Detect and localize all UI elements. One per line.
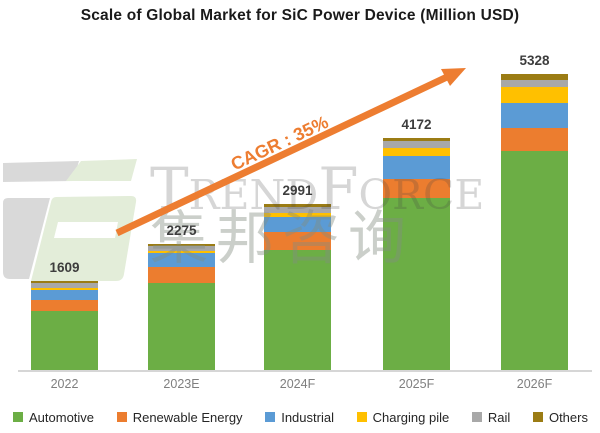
legend-swatch-icon [265, 412, 276, 422]
segment-2023E-rail [148, 245, 215, 251]
segment-2022-renewable-energy [31, 300, 98, 311]
segment-2026F-charging-pile [501, 86, 568, 103]
total-label-2024F: 2991 [282, 182, 313, 198]
chart-title: Scale of Global Market for SiC Power Dev… [80, 7, 520, 24]
legend-item-rail: Rail [471, 409, 511, 425]
bar-2023E [148, 243, 215, 370]
legend-label: Rail [487, 409, 511, 425]
legend: Automotive Renewable Energy Industrial Char… [13, 408, 588, 426]
total-label-2026F: 5328 [519, 53, 550, 68]
trendforce-chinese-watermark: 集邦咨询 [150, 206, 415, 271]
segment-2026F-renewable-energy [501, 127, 568, 151]
segment-2023E-renewable-energy [148, 267, 215, 283]
segment-2026F-others [501, 74, 568, 80]
legend-swatch-icon [532, 412, 543, 422]
total-label-2022: 1609 [49, 259, 80, 275]
segment-2023E-others [148, 243, 215, 246]
legend-label: Industrial [281, 409, 334, 425]
segment-2024F-renewable-energy [264, 231, 331, 251]
bar-2026F [501, 74, 568, 370]
legend-label: Others [548, 409, 588, 425]
x-axis-label-2023E: 2023E [163, 377, 200, 391]
bar-2022 [31, 280, 98, 370]
segment-2023E-automotive [148, 282, 215, 370]
legend-swatch-icon [471, 412, 482, 422]
legend-item-industrial: Industrial [265, 410, 334, 425]
segment-2026F-automotive [501, 150, 568, 370]
segment-2023E-charging-pile [148, 250, 215, 254]
total-label-2025F: 4172 [401, 117, 432, 133]
segment-2022-others [31, 280, 98, 284]
legend-item-automotive: Automotive [13, 410, 94, 425]
x-axis-label-2024F: 2024F [279, 377, 316, 391]
segment-2024F-automotive [264, 250, 331, 370]
legend-item-others: Others [532, 409, 588, 425]
x-axis-label-2022: 2022 [50, 377, 79, 391]
legend-item-charging-pile: Charging pile [356, 409, 450, 425]
logo-gray-shape [3, 161, 79, 279]
segment-2023E-industrial [148, 253, 215, 267]
legend-swatch-icon [356, 412, 367, 422]
legend-item-renewable-energy: Renewable Energy [116, 409, 243, 425]
legend-swatch-icon [116, 412, 127, 422]
segment-2022-charging-pile [31, 287, 98, 290]
total-label-2023E: 2275 [166, 222, 197, 238]
segment-2022-rail [31, 283, 98, 288]
x-axis-label-2025F: 2025F [398, 377, 435, 391]
legend-label: Charging pile [372, 409, 450, 425]
segment-2025F-rail [383, 140, 450, 148]
plot-area [31, 74, 568, 370]
x-axis-label-2026F: 2026F [516, 377, 553, 391]
legend-label: Automotive [29, 409, 95, 425]
legend-label: Renewable Energy [132, 409, 243, 425]
segment-2022-industrial [31, 289, 98, 301]
segment-2026F-rail [501, 79, 568, 87]
segment-2026F-industrial [501, 102, 568, 128]
x-axis-line [18, 370, 592, 372]
legend-swatch-icon [13, 412, 23, 422]
segment-2022-automotive [31, 310, 98, 370]
